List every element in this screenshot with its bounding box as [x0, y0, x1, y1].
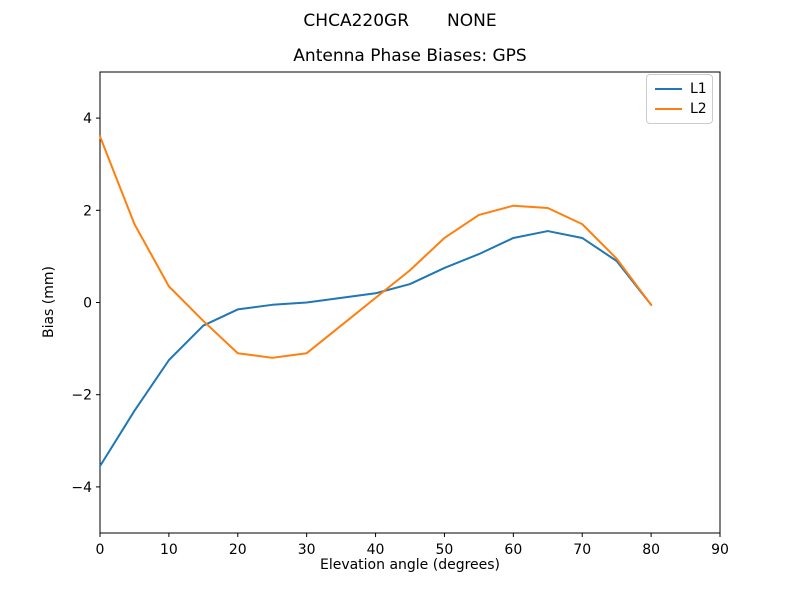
legend-entry-l1: L1	[655, 81, 707, 98]
plot-frame	[99, 71, 721, 534]
x-tick-label: 80	[642, 542, 660, 558]
x-tick-label: 90	[711, 542, 729, 558]
x-tick-label: 60	[504, 542, 522, 558]
x-axis-label: Elevation angle (degrees)	[319, 557, 501, 573]
legend-label-l1: L1	[690, 81, 707, 98]
y-tick-label: 2	[83, 203, 92, 219]
x-tick-label: 50	[436, 542, 454, 558]
legend-line-swatch-l2	[655, 107, 682, 110]
x-tick-label: 0	[96, 542, 105, 558]
legend: L1 L2	[646, 74, 713, 124]
x-tick-label: 20	[229, 542, 247, 558]
series-line-l2	[99, 135, 653, 359]
legend-line-swatch-l1	[655, 88, 682, 91]
y-tick-label: 0	[83, 296, 92, 312]
figure-suptitle: CHCA220GR NONE	[0, 11, 800, 31]
y-axis-label: Bias (mm)	[41, 265, 57, 339]
y-tick-label: −2	[71, 388, 92, 404]
x-tick-label: 70	[573, 542, 591, 558]
legend-entry-l2: L2	[655, 100, 707, 117]
legend-label-l2: L2	[690, 100, 707, 117]
series-line-l1	[99, 230, 653, 468]
solution-type: NONE	[447, 11, 497, 31]
y-tick-label: 4	[83, 111, 92, 127]
chart-title: Antenna Phase Biases: GPS	[293, 46, 527, 66]
y-tick-label: −4	[71, 480, 92, 496]
x-tick-label: 30	[298, 542, 316, 558]
x-tick-label: 40	[367, 542, 385, 558]
x-tick-label: 10	[160, 542, 178, 558]
station-id: CHCA220GR	[303, 11, 410, 31]
